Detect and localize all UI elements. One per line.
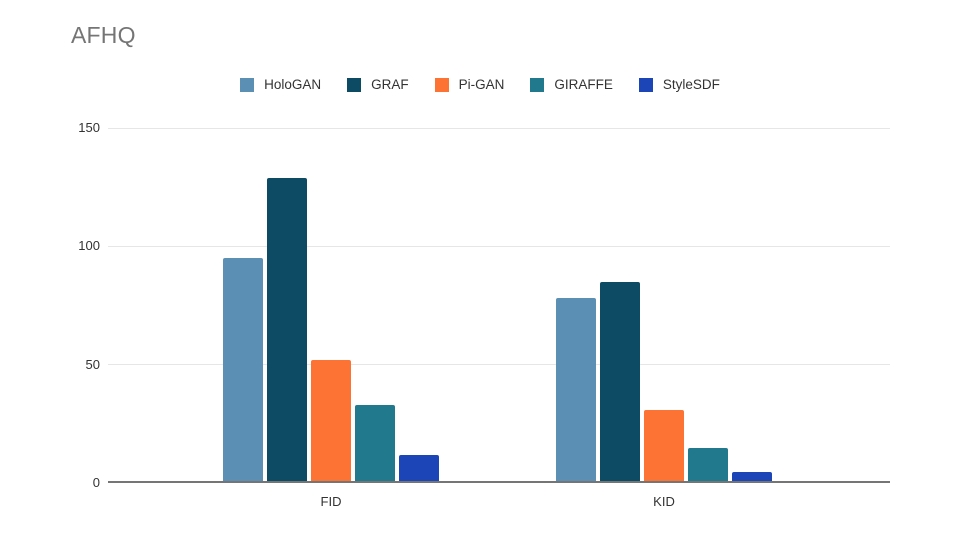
legend-item-giraffe: GIRAFFE: [530, 77, 613, 92]
bar-graf-fid: [267, 177, 307, 483]
plot-area: [108, 127, 890, 483]
bar-stylesdf-fid: [399, 454, 439, 483]
chart-legend: HoloGAN GRAF Pi-GAN GIRAFFE StyleSDF: [0, 77, 960, 92]
bar-giraffe-kid: [688, 447, 728, 483]
legend-swatch-icon: [638, 77, 653, 92]
bar-stylesdf-kid: [732, 472, 772, 483]
legend-swatch-icon: [434, 77, 449, 92]
bar-giraffe-fid: [355, 404, 395, 483]
legend-item-graf: GRAF: [347, 77, 409, 92]
legend-swatch-icon: [530, 77, 545, 92]
y-axis-tick-label: 0: [92, 475, 100, 490]
legend-item-hologan: HoloGAN: [240, 77, 321, 92]
bar-pi-gan-fid: [311, 359, 351, 483]
legend-swatch-icon: [347, 77, 362, 92]
y-axis-tick-label: 50: [85, 356, 100, 372]
bar-hologan-fid: [223, 258, 263, 483]
y-axis-tick-label: 100: [78, 238, 100, 254]
x-axis-label-fid: FID: [320, 494, 342, 509]
gridline-50: [108, 364, 890, 366]
legend-item-stylesdf: StyleSDF: [638, 77, 720, 92]
legend-label: Pi-GAN: [458, 77, 505, 92]
bar-hologan-kid: [556, 298, 596, 483]
gridline-150: [108, 127, 890, 129]
legend-label: GRAF: [371, 77, 409, 92]
legend-label: StyleSDF: [662, 77, 720, 92]
legend-swatch-icon: [240, 77, 255, 92]
x-axis-line: [108, 481, 890, 483]
legend-label: GIRAFFE: [554, 77, 613, 92]
legend-item-pi-gan: Pi-GAN: [434, 77, 505, 92]
bar-graf-kid: [600, 281, 640, 483]
legend-label: HoloGAN: [264, 77, 322, 92]
bar-group-fid: [223, 128, 439, 483]
chart-title: AFHQ: [71, 22, 136, 48]
bar-pi-gan-kid: [644, 409, 684, 483]
x-axis-label-kid: KID: [653, 494, 675, 509]
bar-group-kid: [556, 128, 772, 483]
y-axis-tick-label: 150: [78, 120, 100, 135]
gridline-100: [108, 245, 890, 247]
